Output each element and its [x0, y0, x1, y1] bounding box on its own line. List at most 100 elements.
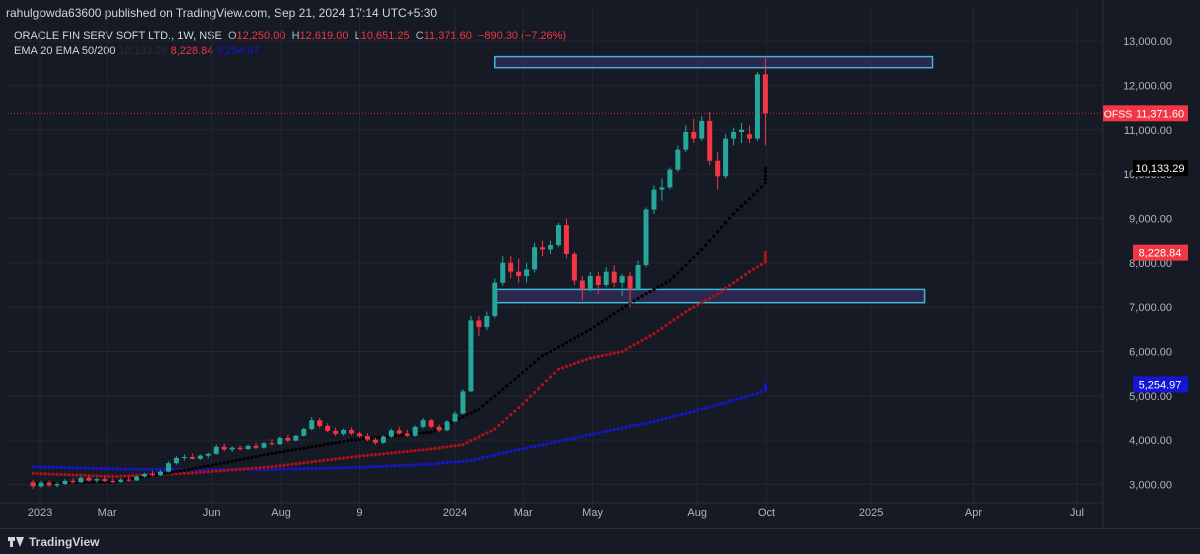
ema200-value: 5,254.97 — [216, 45, 260, 57]
candle — [739, 123, 745, 144]
ema200-line-dot — [170, 468, 175, 472]
ema200-line-dot — [369, 465, 374, 469]
ema20-line-dot — [684, 263, 688, 267]
ema200-line-dot — [385, 464, 389, 468]
ema20-line-dot — [743, 200, 748, 204]
ema20-line-dot — [529, 364, 533, 368]
high-label: H — [291, 30, 300, 42]
candle-body — [189, 456, 195, 459]
candle — [508, 256, 514, 279]
ema200-line-dot — [453, 460, 457, 464]
candle — [571, 251, 577, 285]
candle-body — [731, 131, 737, 139]
ema50-line-dot — [735, 278, 740, 282]
close-label: C — [415, 30, 424, 42]
candle-body — [158, 471, 164, 476]
ema50-line-dot — [182, 471, 186, 475]
candle-body — [293, 435, 299, 441]
ema20-line-dot — [162, 471, 167, 476]
candle — [388, 428, 394, 438]
ema200-line-dot — [377, 464, 381, 468]
ema20-line-dot — [556, 345, 561, 349]
ema50-line-dot — [111, 474, 115, 479]
candle — [540, 240, 546, 257]
candle — [579, 276, 585, 301]
ema200-line-dot — [556, 439, 561, 444]
candle-body — [540, 247, 546, 250]
ema50-line-dot — [286, 463, 290, 467]
candle — [723, 134, 729, 179]
candle — [165, 461, 171, 473]
candle — [110, 478, 116, 484]
ema50-line-dot — [564, 364, 569, 369]
ema200-line-dot — [509, 449, 513, 453]
ema50-line-dot — [310, 460, 314, 464]
ema20-line-dot — [560, 343, 565, 347]
ema20-line-dot — [592, 325, 596, 329]
ema200-line-dot — [123, 467, 127, 471]
ema200-line-dot — [393, 464, 397, 468]
ema200-line-dot — [389, 464, 393, 468]
ema20-line-dot — [393, 434, 397, 438]
ema50-line-dot — [194, 471, 198, 475]
ema20-line-dot — [361, 437, 366, 441]
ema50-line-dot — [636, 340, 640, 345]
candle-body — [30, 482, 36, 487]
price-chart[interactable]: 3,000.00 4,000.00 5,000.00 6,000.00 7,000.00… — [0, 0, 1200, 528]
ema200-line-dot — [700, 407, 704, 411]
ema20-line-dot — [640, 294, 644, 298]
tradingview-logo[interactable]: TradingView — [8, 535, 99, 549]
ema200-line-dot — [664, 416, 668, 421]
ema200-line-dot — [397, 463, 401, 468]
ema50-line-dot — [548, 375, 553, 379]
candle — [221, 443, 227, 452]
ema200-line-dot — [302, 467, 306, 471]
ema200-line-dot — [51, 465, 55, 469]
ema200-line-dot — [162, 467, 167, 472]
ema50-line-dot — [763, 255, 767, 259]
candle — [699, 116, 705, 141]
ema50-line-dot — [91, 474, 95, 478]
x-tick-label: 2024 — [443, 507, 467, 519]
ema20-line-dot — [139, 475, 143, 479]
ema200-line-dot — [727, 399, 732, 403]
ema50-line-dot — [668, 321, 672, 325]
ema20-line-dot — [433, 428, 437, 432]
ema20-line-dot — [99, 480, 103, 484]
ema200-line-dot — [337, 466, 342, 470]
ema50-line-dot — [457, 443, 461, 447]
ema200-line-dot — [198, 468, 202, 472]
ema50-line-dot — [95, 474, 99, 478]
ema200-line-dot — [365, 465, 370, 469]
y-tick-label: 7,000.00 — [1129, 302, 1172, 314]
ema50-line-dot — [246, 467, 250, 471]
ema50-line-dot — [238, 467, 242, 471]
ema200-line-dot — [724, 400, 728, 405]
ema200-line-dot — [735, 397, 740, 401]
ema20-line-dot — [59, 481, 63, 485]
ema200-line-dot — [75, 466, 79, 470]
ema50-line-dot — [712, 294, 716, 298]
ema50-line-dot — [572, 362, 576, 366]
candle — [619, 273, 625, 297]
ema20-line-dot — [270, 451, 274, 456]
ema200-line-dot — [55, 465, 59, 470]
candle — [181, 454, 187, 461]
ema20-line-dot — [572, 336, 576, 340]
ema200-line-dot — [759, 389, 764, 394]
ema50-line-dot — [592, 355, 596, 359]
price-tag-value: 11,371.60 — [1136, 108, 1184, 120]
ema50-line-dot — [716, 292, 720, 296]
ema200-line-dot — [115, 467, 119, 471]
candle — [420, 417, 426, 429]
candle-body — [38, 482, 44, 487]
candle — [30, 480, 36, 489]
candle — [548, 240, 554, 254]
candle-body — [205, 453, 211, 456]
ema50-line-dot — [43, 472, 47, 476]
ema50-line-dot — [473, 437, 477, 441]
ema20-line-dot — [600, 319, 604, 324]
ema20-line-dot — [509, 380, 513, 385]
candle — [444, 420, 450, 432]
ema20-line-dot — [540, 354, 545, 358]
